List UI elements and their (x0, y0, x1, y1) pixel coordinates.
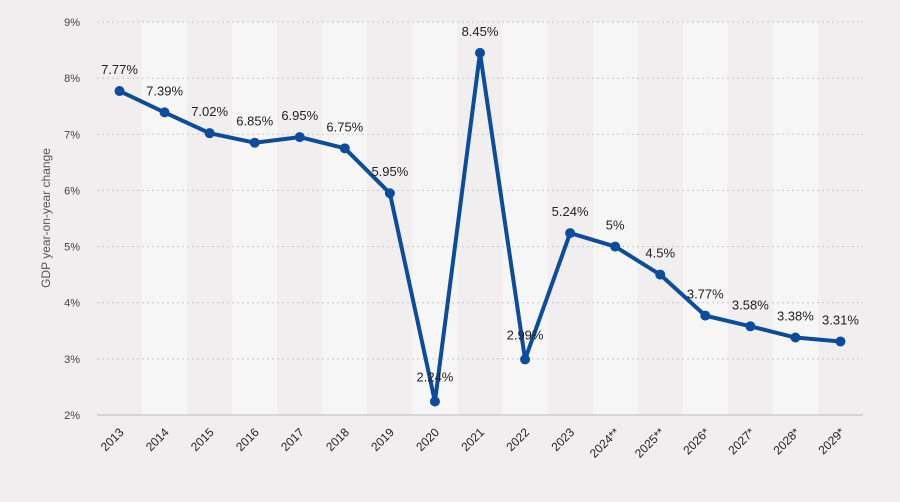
x-tick-label: 2025** (632, 425, 668, 461)
y-tick-label: 8% (64, 73, 80, 85)
data-point (790, 332, 801, 343)
data-point (610, 241, 621, 252)
x-tick-label: 2027* (725, 425, 757, 457)
y-tick-label: 4% (64, 298, 80, 310)
y-gridlines (97, 21, 863, 416)
data-label: 6.75% (326, 119, 363, 134)
data-label: 7.39% (146, 83, 183, 98)
x-tick-label: 2020 (413, 425, 442, 454)
data-point (384, 188, 395, 199)
data-point (835, 336, 846, 347)
data-label: 5.95% (371, 164, 408, 179)
data-label: 6.95% (281, 108, 318, 123)
data-label: 8.45% (462, 24, 499, 39)
column-band (412, 22, 458, 415)
x-tick-label: 2023 (548, 425, 577, 454)
x-tick-label: 2021 (458, 425, 487, 454)
y-tick-label: 7% (64, 129, 80, 141)
column-band (142, 22, 188, 415)
column-band (772, 22, 818, 415)
data-label: 2.99% (507, 327, 544, 342)
data-points (114, 47, 846, 407)
column-band (232, 22, 278, 415)
data-label: 3.58% (732, 297, 769, 312)
data-label: 3.31% (822, 312, 859, 327)
data-point (745, 321, 756, 332)
y-tick-label: 2% (64, 410, 80, 422)
data-point (294, 132, 305, 143)
x-tick-label: 2016 (233, 425, 262, 454)
data-point (249, 137, 260, 148)
y-tick-labels: 2% 3% 4% 5% 6% 7% 8% 9% (64, 17, 80, 422)
data-label: 7.02% (191, 104, 228, 119)
data-labels: 7.77% 7.39% 7.02% 6.85% 6.95% 6.75% 5.95% 2.24%… (101, 24, 859, 385)
x-tick-label: 2029* (816, 425, 848, 457)
x-tick-label: 2015 (188, 425, 217, 454)
column-band (592, 22, 638, 415)
data-point (520, 354, 531, 365)
x-tick-label: 2022 (503, 425, 532, 454)
data-point (159, 107, 170, 118)
y-tick-label: 3% (64, 354, 80, 366)
x-tick-label: 2013 (98, 425, 127, 454)
data-point (339, 143, 350, 154)
y-tick-label: 6% (64, 185, 80, 197)
x-tick-label: 2024** (587, 425, 623, 461)
data-point (114, 86, 125, 97)
data-point (700, 310, 711, 321)
x-tick-labels: 2013 2014 2015 2016 2017 2018 2019 2020 2021 2022… (98, 425, 848, 461)
y-tick-label: 5% (64, 242, 80, 254)
data-label: 7.77% (101, 62, 138, 77)
data-point (475, 47, 485, 58)
column-band (322, 22, 368, 415)
x-tick-label: 2028* (770, 425, 802, 457)
data-point (429, 396, 440, 407)
data-label: 6.85% (236, 114, 273, 129)
x-tick-label: 2026* (680, 425, 712, 457)
x-tick-label: 2019 (368, 425, 397, 454)
column-bands (142, 22, 818, 415)
data-label: 3.38% (777, 309, 814, 324)
data-point (655, 269, 666, 280)
data-label: 5.24% (552, 204, 589, 219)
x-tick-label: 2017 (278, 425, 307, 454)
y-axis-title: GDP year-on-year change (39, 148, 53, 288)
data-point (565, 228, 576, 239)
y-tick-label: 9% (64, 17, 80, 29)
data-label: 5% (606, 218, 625, 233)
x-tick-label: 2014 (143, 425, 172, 454)
column-band (682, 22, 728, 415)
data-label: 3.77% (687, 287, 724, 302)
data-label: 2.24% (417, 370, 454, 385)
data-label: 4.5% (645, 246, 675, 261)
x-tick-label: 2018 (323, 425, 352, 454)
data-point (204, 128, 215, 139)
